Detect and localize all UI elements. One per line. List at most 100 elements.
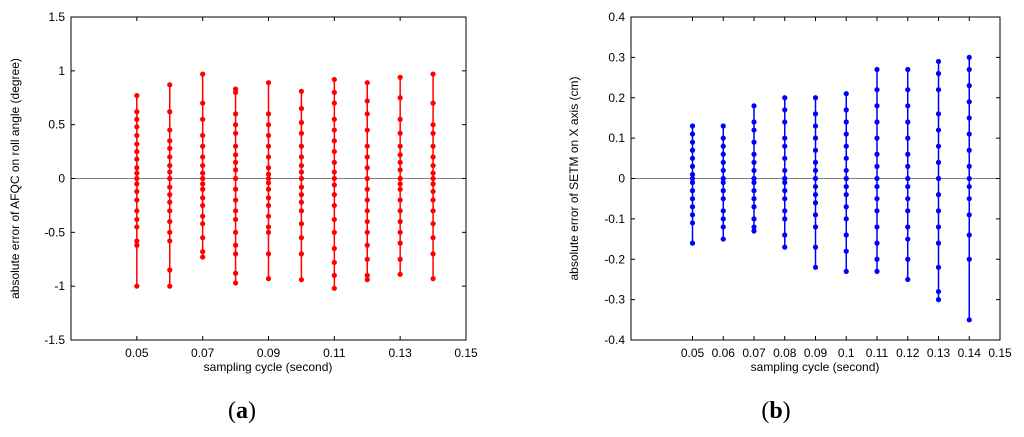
x-tick-label: 0.1	[838, 346, 855, 360]
data-point	[430, 197, 436, 203]
y-tick-label: -0.2	[604, 252, 625, 266]
data-point	[812, 212, 819, 218]
data-point	[200, 213, 206, 219]
x-tick-label: 0.15	[988, 346, 1012, 360]
data-point	[331, 272, 337, 278]
data-point	[167, 175, 173, 182]
data-point	[134, 141, 140, 147]
data-point	[751, 151, 757, 157]
data-point	[331, 100, 337, 106]
data-point	[167, 283, 173, 289]
data-point	[232, 122, 239, 128]
x-tick-label: 0.13	[388, 346, 412, 360]
y-tick-label: 0.4	[608, 10, 625, 24]
data-point	[331, 285, 337, 291]
data-point	[200, 132, 206, 139]
data-point	[843, 155, 849, 161]
y-tick-label: -1.5	[44, 333, 65, 347]
data-point	[843, 204, 849, 210]
data-point	[812, 147, 819, 153]
y-tick-label: -1	[54, 279, 65, 293]
data-point	[720, 216, 726, 222]
data-point	[200, 202, 206, 209]
data-point	[134, 238, 140, 244]
data-point	[167, 169, 173, 175]
data-point	[843, 183, 849, 190]
y-tick-label: 0	[58, 172, 65, 186]
y-tick-label: 0.2	[608, 91, 625, 105]
data-point	[298, 199, 305, 205]
data-point	[397, 181, 403, 187]
data-point	[397, 116, 403, 122]
data-point	[134, 208, 140, 214]
data-point	[689, 188, 696, 194]
data-point	[134, 132, 140, 139]
data-point	[134, 188, 140, 195]
data-point	[430, 276, 436, 282]
data-point	[782, 143, 788, 149]
data-point	[265, 122, 272, 128]
data-point	[430, 130, 436, 136]
data-point	[200, 235, 206, 241]
data-point	[905, 87, 911, 93]
data-point	[689, 220, 696, 226]
data-point	[874, 135, 880, 141]
panel-label-b: b	[769, 398, 782, 424]
data-point	[843, 143, 849, 149]
data-point	[134, 92, 140, 99]
data-point	[720, 167, 726, 174]
data-point	[232, 280, 239, 286]
data-point	[167, 127, 173, 133]
data-point	[167, 267, 173, 273]
data-point	[430, 122, 436, 128]
data-point	[689, 171, 696, 178]
data-point	[265, 202, 272, 209]
data-point	[265, 229, 272, 235]
data-point	[331, 229, 337, 235]
data-point	[812, 224, 819, 230]
data-point	[812, 167, 819, 174]
data-point	[200, 186, 206, 192]
data-point	[298, 175, 305, 182]
data-point	[966, 175, 972, 182]
x-axis-label-a: sampling cycle (second)	[204, 360, 333, 374]
data-point	[874, 163, 880, 169]
data-point	[812, 123, 819, 129]
panel-b: 0.05 0.06 0.07 0.08 0.09 0.1 0.11 0.12 0.13 0.14 0…	[567, 10, 1012, 424]
marks-a	[71, 71, 466, 291]
data-point	[812, 111, 819, 117]
data-point	[364, 98, 370, 104]
data-point	[232, 251, 239, 257]
y-tick-label: 0.5	[48, 118, 65, 132]
data-point	[265, 251, 272, 257]
data-point	[812, 135, 819, 141]
data-point	[364, 218, 370, 225]
data-point	[689, 179, 696, 186]
data-point	[843, 119, 849, 125]
data-point	[751, 159, 757, 165]
data-point	[298, 184, 305, 190]
data-point	[720, 208, 726, 214]
data-point	[200, 116, 206, 122]
data-point	[232, 208, 239, 214]
x-tick-label: 0.05	[681, 346, 705, 360]
data-point	[935, 192, 942, 198]
data-point	[430, 71, 436, 77]
x-tick-label: 0.09	[257, 346, 281, 360]
data-point	[298, 130, 305, 136]
data-point	[134, 109, 140, 115]
data-point	[782, 216, 788, 222]
data-point	[751, 196, 757, 202]
data-point	[430, 100, 436, 106]
data-point	[430, 170, 436, 176]
data-point	[430, 235, 436, 241]
data-point	[331, 89, 337, 95]
data-point	[167, 184, 173, 190]
data-point	[331, 216, 337, 223]
data-point	[265, 175, 272, 182]
data-point	[689, 163, 696, 169]
data-point	[812, 95, 819, 101]
data-point	[265, 224, 272, 230]
data-point	[751, 179, 757, 186]
data-point	[689, 131, 696, 137]
